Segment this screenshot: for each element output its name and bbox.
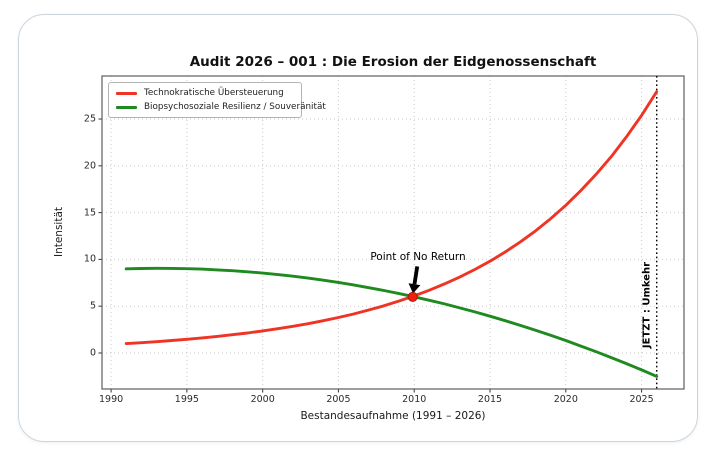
legend-item-biopsychosoziale: Biopsychosoziale Resilienz / Souveränitä…	[116, 102, 326, 112]
annotation-arrow-head	[408, 283, 421, 294]
x-tick-label: 1990	[99, 394, 124, 405]
chart-card: Audit 2026 – 001 : Die Erosion der Eidge…	[18, 14, 698, 442]
x-tick-label: 2010	[402, 394, 427, 405]
x-tick-label: 2025	[629, 394, 654, 405]
red-line-swatch	[116, 91, 137, 95]
x-tick-label: 1995	[174, 394, 199, 405]
x-tick-label: 2015	[477, 394, 503, 405]
annotation-jetzt-umkehr: JETZT : Umkehr	[641, 262, 653, 349]
legend-label: Technokratische Übersteuerung	[144, 88, 284, 98]
y-axis-label: Intensität	[53, 206, 65, 258]
y-tick-label: 15	[83, 207, 96, 219]
y-tick-label: 20	[83, 160, 96, 172]
y-tick-label: 5	[89, 300, 96, 312]
annotation-point-of-no-return: Point of No Return	[370, 250, 466, 263]
annotation-arrow-shaft	[412, 266, 420, 285]
red-curve	[124, 90, 659, 346]
green-line-swatch	[116, 105, 137, 109]
plot-area	[98, 75, 685, 393]
axes-spines	[101, 75, 685, 390]
chart-title: Audit 2026 – 001 : Die Erosion der Eidge…	[189, 54, 597, 70]
legend: Technokratische Übersteuerung Biopsychos…	[108, 82, 326, 118]
legend-label: Biopsychosoziale Resilienz / Souveränitä…	[144, 102, 326, 112]
y-tick-label: 10	[83, 253, 96, 265]
y-tick-label: 25	[83, 113, 96, 125]
x-axis-label: Bestandesaufnahme (1991 – 2026)	[300, 410, 486, 422]
x-tick-label: 2000	[250, 394, 275, 405]
x-tick-label: 2020	[553, 394, 578, 405]
legend-item-technokratische: Technokratische Übersteuerung	[116, 88, 293, 98]
green-curve	[124, 266, 659, 378]
x-tick-label: 2005	[326, 394, 351, 405]
y-tick-label: 0	[89, 347, 96, 359]
point-of-no-return-marker	[407, 291, 418, 302]
